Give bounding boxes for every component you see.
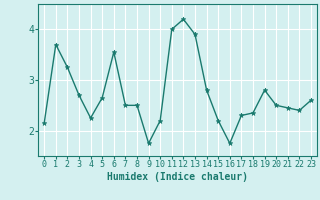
- X-axis label: Humidex (Indice chaleur): Humidex (Indice chaleur): [107, 172, 248, 182]
